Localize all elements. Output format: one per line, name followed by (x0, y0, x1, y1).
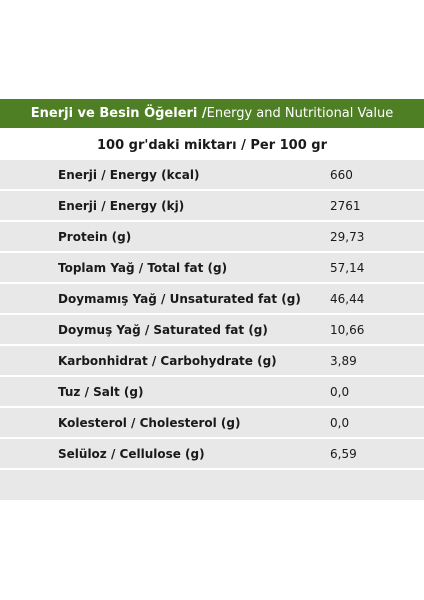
nutrient-label: Doymamış Yağ / Unsaturated fat (g) (58, 291, 301, 306)
table-row: Kolesterol / Cholesterol (g) 0,0 (0, 408, 424, 437)
per-100g-caption: 100 gr'daki miktarı / Per 100 gr (0, 130, 424, 160)
nutrient-label: Toplam Yağ / Total fat (g) (58, 260, 228, 275)
nutrition-table: Enerji ve Besin Öğeleri / Energy and Nut… (0, 99, 424, 502)
nutrient-label: Tuz / Salt (g) (58, 384, 144, 399)
header-title-tr: Enerji ve Besin Öğeleri / (30, 106, 207, 121)
table-row: Karbonhidrat / Carbohydrate (g) 3,89 (0, 346, 424, 375)
table-row: Selüloz / Cellulose (g) 6,59 (0, 439, 424, 468)
table-header: Enerji ve Besin Öğeleri / Energy and Nut… (0, 99, 424, 128)
nutrient-value: 6,59 (330, 446, 357, 461)
nutrient-label: Karbonhidrat / Carbohydrate (g) (58, 353, 277, 368)
nutrient-label: Enerji / Energy (kcal) (58, 167, 200, 182)
table-row: Doymamış Yağ / Unsaturated fat (g) 46,44 (0, 284, 424, 313)
empty-row (0, 470, 424, 500)
nutrient-value: 3,89 (330, 353, 357, 368)
table-row: Toplam Yağ / Total fat (g) 57,14 (0, 253, 424, 282)
table-row: Doymuş Yağ / Saturated fat (g) 10,66 (0, 315, 424, 344)
nutrient-value: 57,14 (330, 260, 365, 275)
table-row: Tuz / Salt (g) 0,0 (0, 377, 424, 406)
nutrient-label: Doymuş Yağ / Saturated fat (g) (58, 322, 268, 337)
nutrient-value: 660 (330, 167, 353, 182)
nutrient-label: Enerji / Energy (kj) (58, 198, 185, 213)
nutrient-value: 2761 (330, 198, 361, 213)
nutrient-label: Kolesterol / Cholesterol (g) (58, 415, 241, 430)
nutrient-value: 10,66 (330, 322, 365, 337)
nutrient-value: 0,0 (330, 415, 350, 430)
header-title-en: Energy and Nutritional Value (206, 106, 394, 121)
nutrient-value: 29,73 (330, 229, 365, 244)
table-row: Protein (g) 29,73 (0, 222, 424, 251)
nutrient-label: Selüloz / Cellulose (g) (58, 446, 205, 461)
table-row: Enerji / Energy (kcal) 660 (0, 160, 424, 189)
nutrition-rows: Enerji / Energy (kcal) 660 Enerji / Ener… (0, 160, 424, 500)
nutrient-value: 46,44 (330, 291, 365, 306)
nutrient-label: Protein (g) (58, 229, 132, 244)
nutrient-value: 0,0 (330, 384, 350, 399)
table-row: Enerji / Energy (kj) 2761 (0, 191, 424, 220)
